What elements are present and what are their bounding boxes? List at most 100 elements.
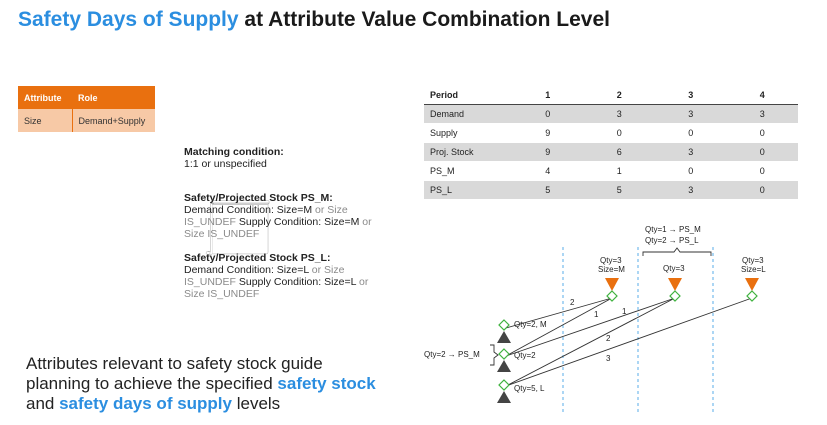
edge-label: 1 <box>594 310 599 319</box>
page-title: Safety Days of Supply at Attribute Value… <box>18 8 610 32</box>
ps-m-demand-undef: or Size IS_UNDEF <box>184 204 348 228</box>
period-cell: 3 <box>655 180 727 200</box>
period-cell: 0 <box>655 123 727 143</box>
bracket-label: Qty=1 → PS_M <box>645 225 701 234</box>
supply-label: Qty=2, M <box>514 320 547 329</box>
table-row: PS_M 4 1 0 0 <box>424 161 798 181</box>
matching-value: 1:1 or unspecified <box>184 158 267 170</box>
demand-label: Qty=3 <box>600 256 622 265</box>
demand-triangle <box>605 278 619 291</box>
statement-part1: Attributes relevant to safety stock guid… <box>26 354 323 393</box>
matching-note: Matching condition: 1:1 or unspecified S… <box>184 146 384 312</box>
left-bracket-label: Qty=2 → PS_M <box>424 350 480 359</box>
statement: Attributes relevant to safety stock guid… <box>26 354 386 414</box>
period-cell: 3 <box>583 104 655 124</box>
demand-diamond <box>606 290 618 302</box>
supply-label: Qty=2 <box>514 351 536 360</box>
period-cell: 0 <box>583 123 655 143</box>
edge-label: 2 <box>606 334 611 343</box>
period-cell: 5 <box>512 180 584 200</box>
demand-label: Qty=3 <box>663 264 685 273</box>
period-cell: 3 <box>655 104 727 124</box>
statement-hl1: safety stock <box>277 374 376 393</box>
ps-l-demand-undef: or Size IS_UNDEF <box>184 264 345 288</box>
edge-label: 3 <box>606 354 611 363</box>
period-cell: 1 <box>583 161 655 181</box>
period-header: 2 <box>583 86 655 105</box>
period-header: 4 <box>726 86 798 105</box>
period-cell: 0 <box>726 123 798 143</box>
edge-label: 1 <box>622 307 627 316</box>
supply-label: Qty=5, L <box>514 384 545 393</box>
supply-diamond <box>498 348 510 360</box>
demand-label: Qty=3 <box>742 256 764 265</box>
demand-label: Size=M <box>598 265 625 274</box>
ps-m-supply-undef: or Size IS_UNDEF <box>184 216 372 240</box>
period-header: 1 <box>512 86 584 105</box>
period-cell: 4 <box>512 161 584 181</box>
peg-line <box>505 297 613 357</box>
peg-line <box>505 297 676 387</box>
period-header: 3 <box>655 86 727 105</box>
table-row: Size Demand+Supply <box>18 109 155 132</box>
title-highlight: Safety Days of Supply <box>18 8 239 31</box>
period-cell: 5 <box>583 180 655 200</box>
demand-diamond <box>746 290 758 302</box>
period-table: Period 1 2 3 4 Demand 0 3 3 3 Supply 9 0… <box>424 86 798 200</box>
period-cell: 0 <box>726 180 798 200</box>
statement-part3: levels <box>231 394 281 413</box>
period-cell: 0 <box>726 142 798 162</box>
period-cell: Supply <box>424 123 512 143</box>
supply-diamond <box>498 319 510 331</box>
demand-triangle <box>745 278 759 291</box>
peg-line <box>505 297 753 387</box>
period-cell: 3 <box>655 142 727 162</box>
period-cell: 0 <box>512 104 584 124</box>
ps-m-demand: Demand Condition: Size=M <box>184 204 313 216</box>
statement-part2: and <box>26 394 60 413</box>
demand-triangle <box>668 278 682 291</box>
period-cell: 3 <box>726 104 798 124</box>
supply-diamond <box>498 379 510 391</box>
period-cell: 9 <box>512 142 584 162</box>
table-row: Supply 9 0 0 0 <box>424 123 798 143</box>
period-header: Period <box>424 86 512 105</box>
title-rest: at Attribute Value Combination Level <box>238 8 610 31</box>
bracket-label: Qty=2 → PS_L <box>645 236 699 245</box>
table-row: Demand 0 3 3 3 <box>424 104 798 124</box>
attr-cell: Demand+Supply <box>71 109 155 132</box>
period-cell: Demand <box>424 104 512 124</box>
period-cell: 0 <box>726 161 798 181</box>
period-cell: PS_L <box>424 180 512 200</box>
attr-cell: Size <box>18 109 72 132</box>
top-bracket <box>642 247 712 256</box>
ps-l-supply-undef: or Size IS_UNDEF <box>184 276 369 300</box>
ps-m-supply: Supply Condition: Size=M <box>235 216 360 228</box>
ps-l-supply: Supply Condition: Size=L <box>235 276 357 288</box>
period-cell: 6 <box>583 142 655 162</box>
scroll-note-shape <box>205 200 270 255</box>
demand-label: Size=L <box>741 265 766 274</box>
ps-l-demand: Demand Condition: Size=L <box>184 264 309 276</box>
supply-triangle <box>497 391 511 403</box>
period-cell: 9 <box>512 123 584 143</box>
attribute-table: Attribute Role Size Demand+Supply <box>18 86 155 132</box>
left-bracket <box>490 344 499 366</box>
attr-header-attribute: Attribute <box>18 86 72 109</box>
supply-triangle <box>497 331 511 343</box>
ps-l-heading: Safety/Projected Stock PS_L: <box>184 252 331 264</box>
attr-header-role: Role <box>72 86 155 109</box>
peg-line <box>505 297 676 357</box>
peg-line <box>505 297 613 329</box>
edge-label: 2 <box>570 298 575 307</box>
demand-diamond <box>669 290 681 302</box>
supply-triangle <box>497 360 511 372</box>
ps-m-heading: Safety/Projected Stock PS_M: <box>184 192 333 204</box>
matching-heading: Matching condition: <box>184 146 284 158</box>
statement-hl2: safety days of supply <box>59 394 232 413</box>
period-cell: Proj. Stock <box>424 142 512 162</box>
table-row: PS_L 5 5 3 0 <box>424 180 798 200</box>
table-row: Proj. Stock 9 6 3 0 <box>424 142 798 162</box>
period-cell: 0 <box>655 161 727 181</box>
